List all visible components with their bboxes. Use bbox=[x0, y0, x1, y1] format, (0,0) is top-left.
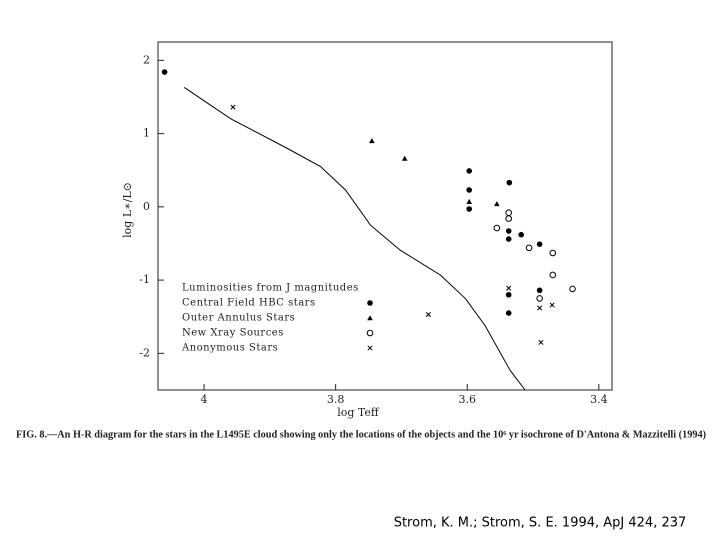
point bbox=[549, 271, 557, 279]
point bbox=[401, 155, 408, 161]
legend-label: Central Field HBC stars bbox=[182, 298, 316, 309]
x-tick-label: 3.8 bbox=[327, 393, 345, 406]
legend-marker bbox=[367, 300, 373, 306]
point bbox=[493, 224, 501, 232]
point bbox=[161, 69, 168, 75]
x-axis-label: log Teff bbox=[337, 406, 380, 419]
point bbox=[466, 168, 473, 174]
y-tick-label: -2 bbox=[139, 346, 150, 359]
x-tick-label: 3.6 bbox=[458, 393, 476, 406]
point bbox=[466, 187, 473, 193]
point bbox=[505, 236, 512, 242]
y-tick-label: -1 bbox=[139, 273, 150, 286]
point bbox=[505, 215, 512, 222]
point bbox=[536, 287, 543, 294]
y-tick-label: 2 bbox=[143, 53, 150, 66]
x-tick-label: 3.4 bbox=[590, 393, 608, 406]
point bbox=[505, 228, 512, 234]
point bbox=[525, 244, 533, 252]
citation: Strom, K. M.; Strom, S. E. 1994, ApJ 424… bbox=[394, 516, 687, 531]
point bbox=[537, 305, 543, 311]
isochrone bbox=[184, 86, 526, 391]
caption: FIG. 8.—An H-R diagram for the stars in … bbox=[16, 429, 706, 440]
point bbox=[506, 179, 513, 186]
legend-label: New Xray Sources bbox=[182, 328, 284, 339]
point bbox=[466, 198, 473, 204]
y-axis-label: log L∗/L⊙ bbox=[121, 182, 134, 238]
point bbox=[505, 291, 512, 298]
point bbox=[505, 209, 512, 217]
legend-label: Outer Annulus Stars bbox=[182, 313, 295, 324]
x-tick-label: 4 bbox=[201, 393, 208, 406]
point bbox=[549, 249, 557, 257]
legend-label: Anonymous Stars bbox=[181, 343, 278, 354]
point bbox=[505, 310, 512, 316]
point bbox=[536, 295, 543, 302]
point bbox=[425, 311, 431, 318]
point bbox=[494, 201, 500, 207]
point bbox=[518, 231, 524, 238]
point bbox=[506, 285, 512, 291]
legend-marker bbox=[367, 345, 373, 351]
point bbox=[466, 206, 473, 212]
point bbox=[369, 138, 375, 144]
point bbox=[569, 285, 576, 293]
point bbox=[538, 339, 544, 345]
point bbox=[549, 302, 555, 308]
legend-marker bbox=[366, 329, 374, 337]
point bbox=[536, 241, 543, 248]
legend-title: Luminosities from J magnitudes bbox=[182, 283, 359, 294]
legend-marker bbox=[367, 315, 373, 321]
y-tick-label: 0 bbox=[143, 200, 150, 213]
plot-frame bbox=[157, 41, 613, 391]
point bbox=[230, 104, 236, 110]
y-tick-label: 1 bbox=[143, 127, 150, 140]
